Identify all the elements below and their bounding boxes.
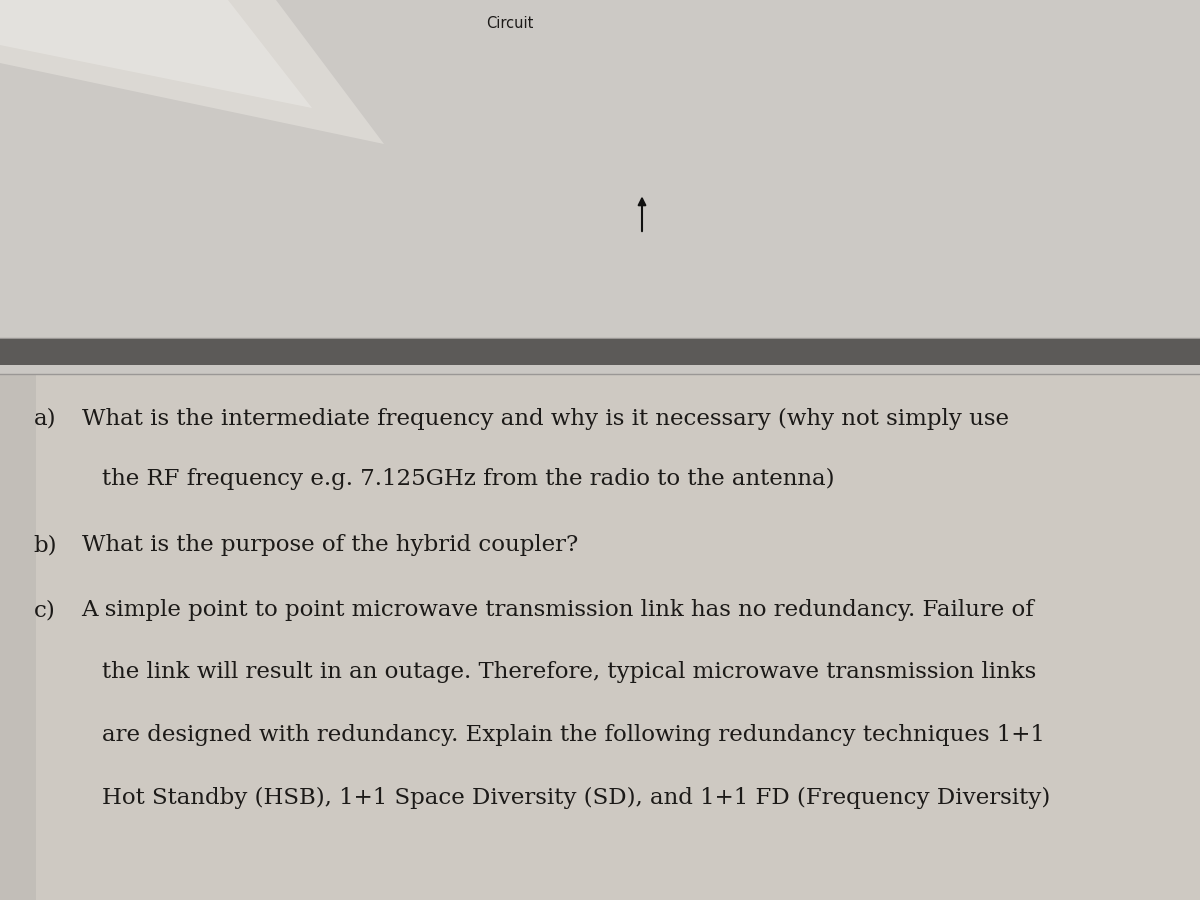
Text: a): a) bbox=[34, 408, 56, 429]
Text: What is the purpose of the hybrid coupler?: What is the purpose of the hybrid couple… bbox=[82, 535, 578, 556]
Bar bbox=[0, 339, 1200, 365]
Text: the link will result in an outage. Therefore, typical microwave transmission lin: the link will result in an outage. There… bbox=[102, 662, 1037, 683]
Text: are designed with redundancy. Explain the following redundancy techniques 1+1: are designed with redundancy. Explain th… bbox=[102, 724, 1045, 746]
Bar bbox=[0, 374, 1200, 900]
Text: Circuit: Circuit bbox=[486, 16, 534, 32]
Polygon shape bbox=[0, 0, 384, 144]
Text: c): c) bbox=[34, 599, 55, 621]
Text: the RF frequency e.g. 7.125GHz from the radio to the antenna): the RF frequency e.g. 7.125GHz from the … bbox=[102, 468, 834, 490]
Text: b): b) bbox=[34, 535, 58, 556]
Text: Hot Standby (HSB), 1+1 Space Diversity (SD), and 1+1 FD (Frequency Diversity): Hot Standby (HSB), 1+1 Space Diversity (… bbox=[102, 788, 1050, 809]
Bar bbox=[0, 374, 36, 900]
Text: A simple point to point microwave transmission link has no redundancy. Failure o: A simple point to point microwave transm… bbox=[82, 599, 1034, 621]
Bar bbox=[0, 0, 1200, 338]
Text: What is the intermediate frequency and why is it necessary (why not simply use: What is the intermediate frequency and w… bbox=[82, 408, 1008, 429]
Polygon shape bbox=[0, 0, 312, 108]
